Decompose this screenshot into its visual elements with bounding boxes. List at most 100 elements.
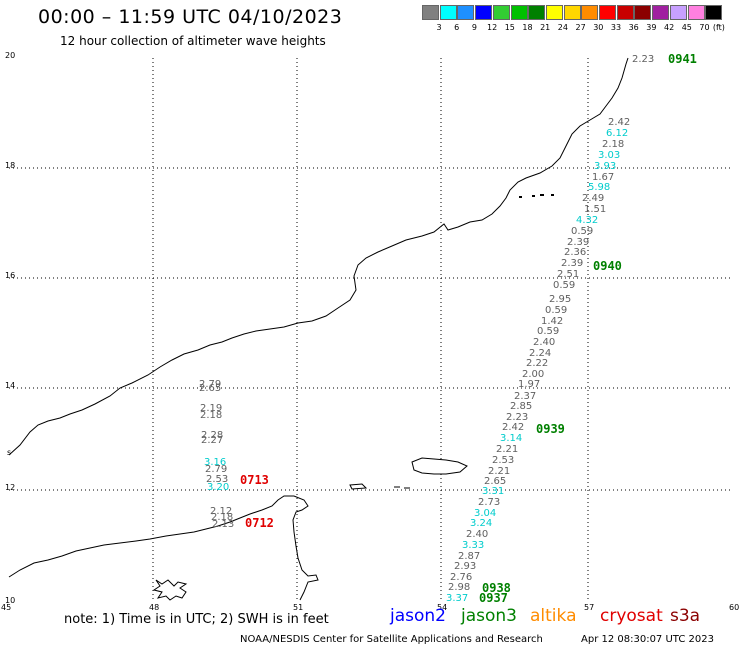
legend-swatch-label: 70 [699, 23, 710, 32]
wave-height-reading: 1.67 [592, 172, 614, 183]
legend-swatch-label: 24 [557, 23, 568, 32]
wave-height-reading: 2.23 [632, 54, 654, 65]
legend-swatch [439, 5, 457, 20]
legend-swatch [475, 5, 493, 20]
pass-time-label: 0941 [668, 52, 697, 66]
wave-height-reading: 2.36 [564, 247, 586, 258]
abd-al-kuri-island [349, 483, 368, 490]
legend-swatch-label: 27 [575, 23, 586, 32]
wave-height-reading: 5.98 [588, 182, 610, 193]
legend-swatch-label: 39 [646, 23, 657, 32]
legend-swatch-label: 3 [436, 23, 442, 32]
satellite-legend-item: jason3 [461, 606, 517, 626]
pass-time-label: 0712 [245, 516, 274, 530]
pass-time-label: 0938 [482, 581, 511, 595]
wave-height-reading: 2.40 [466, 529, 488, 540]
satellite-legend-item: s3a [670, 606, 701, 626]
wave-height-reading: 3.04 [474, 508, 496, 519]
legend-swatch [510, 5, 528, 20]
wave-height-reading: 3.33 [462, 540, 484, 551]
wave-height-reading: 2.42 [608, 117, 630, 128]
latitude-labels: 20 18 16 14 12 10 [5, 51, 15, 605]
wave-height-reading: 2.24 [529, 348, 551, 359]
wave-height-reading: 2.98 [448, 582, 470, 593]
wave-height-reading: 3.93 [594, 161, 616, 172]
wave-height-reading: 2.18 [602, 139, 624, 150]
altimeter-tracks: 2.232.426.122.183.033.931.675.981.512.49… [199, 52, 697, 605]
legend-swatch [457, 5, 475, 20]
wave-height-reading: 2.39 [567, 237, 589, 248]
legend-swatch [599, 5, 616, 20]
wave-height-reading: 6.12 [606, 128, 628, 139]
left-edge-label: s [7, 448, 11, 457]
latitude-tick-label: 12 [5, 483, 15, 492]
legend-swatch [581, 5, 599, 20]
wave-height-reading: 2.76 [450, 572, 472, 583]
legend-unit: (ft) [712, 23, 725, 32]
graticule [9, 58, 733, 600]
wave-height-reading: 2.95 [549, 294, 571, 305]
wave-height-reading: 1.42 [541, 316, 563, 327]
wave-height-reading: 2.73 [478, 497, 500, 508]
satellite-legend-item: altika [530, 606, 577, 626]
pass-time-label: 0713 [240, 473, 269, 487]
wave-height-reading: 2.21 [488, 466, 510, 477]
wave-height-reading: 2.00 [522, 369, 544, 380]
legend-swatch-label: 15 [504, 23, 515, 32]
somali-coast-scribble [152, 579, 188, 601]
wave-height-reading: 2.37 [514, 391, 536, 402]
latitude-tick-label: 14 [5, 381, 15, 390]
legend-swatch [634, 5, 652, 20]
wave-height-reading: 0.59 [537, 326, 559, 337]
wave-height-reading: 2.21 [496, 444, 518, 455]
wave-height-reading: 2.87 [458, 551, 480, 562]
socotra-island [411, 457, 468, 475]
wave-height-reading: 2.93 [454, 561, 476, 572]
longitude-tick-label: 48 [149, 603, 159, 612]
pass-time-label: 0939 [536, 422, 565, 436]
footer-note: note: 1) Time is in UTC; 2) SWH is in fe… [64, 612, 329, 627]
wave-height-reading: 2.27 [201, 435, 223, 446]
latitude-tick-label: 18 [5, 161, 15, 170]
wave-height-reading: 3.03 [598, 150, 620, 161]
wave-height-reading: 2.53 [492, 455, 514, 466]
legend-swatch [687, 5, 705, 20]
wave-height-reading: 2.23 [506, 412, 528, 423]
legend-swatch-label: 30 [593, 23, 604, 32]
generation-timestamp: Apr 12 08:30:07 UTC 2023 [581, 634, 714, 645]
wave-height-reading: 2.53 [206, 474, 228, 485]
legend-swatch [422, 5, 439, 20]
legend-swatch-label: 18 [522, 23, 533, 32]
arabian-coast [8, 57, 629, 456]
longitude-tick-label: 45 [1, 603, 11, 612]
legend-swatch [528, 5, 546, 20]
longitude-tick-label: 51 [293, 603, 303, 612]
legend-swatch-label: 33 [610, 23, 622, 32]
legend-swatch [705, 5, 723, 20]
latitude-tick-label: 20 [5, 51, 15, 60]
legend-swatch-label: 42 [664, 23, 675, 32]
credit-line: NOAA/NESDIS Center for Satellite Applica… [240, 634, 543, 645]
page-title: 00:00 – 11:59 UTC 04/10/2023 [38, 6, 343, 28]
legend-swatch [545, 5, 563, 20]
wave-height-reading: 2.42 [502, 422, 524, 433]
pass-time-label: 0940 [593, 259, 622, 273]
wave-height-reading: 2.28 [201, 430, 223, 441]
wave-height-reading: 3.16 [204, 457, 226, 468]
african-coast [8, 495, 319, 601]
coastline [8, 57, 629, 601]
legend-swatch-label: 12 [487, 23, 498, 32]
longitude-labels: 45 48 51 54 57 60 [1, 603, 739, 612]
wave-height-reading: 0.59 [571, 226, 593, 237]
wave-height-reading: 3.24 [470, 518, 492, 529]
wave-height-reading: 1.51 [584, 204, 606, 215]
wave-height-reading: 2.13 [212, 519, 234, 530]
pass-time-label: 0937 [479, 591, 508, 605]
wave-height-reading: 2.19 [200, 403, 222, 414]
wave-height-reading: 2.79 [205, 464, 227, 475]
kuria-muria-islands [519, 194, 554, 198]
wave-height-reading: 2.40 [533, 337, 555, 348]
legend-swatch [669, 5, 687, 20]
legend-swatch [652, 5, 670, 20]
wave-height-reading: 2.65 [199, 383, 221, 394]
